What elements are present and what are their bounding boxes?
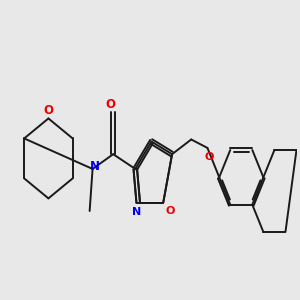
Text: O: O	[165, 206, 174, 216]
Text: N: N	[132, 207, 141, 217]
Text: O: O	[204, 152, 214, 162]
Text: O: O	[105, 98, 115, 111]
Text: N: N	[90, 160, 100, 173]
Text: O: O	[44, 104, 53, 117]
